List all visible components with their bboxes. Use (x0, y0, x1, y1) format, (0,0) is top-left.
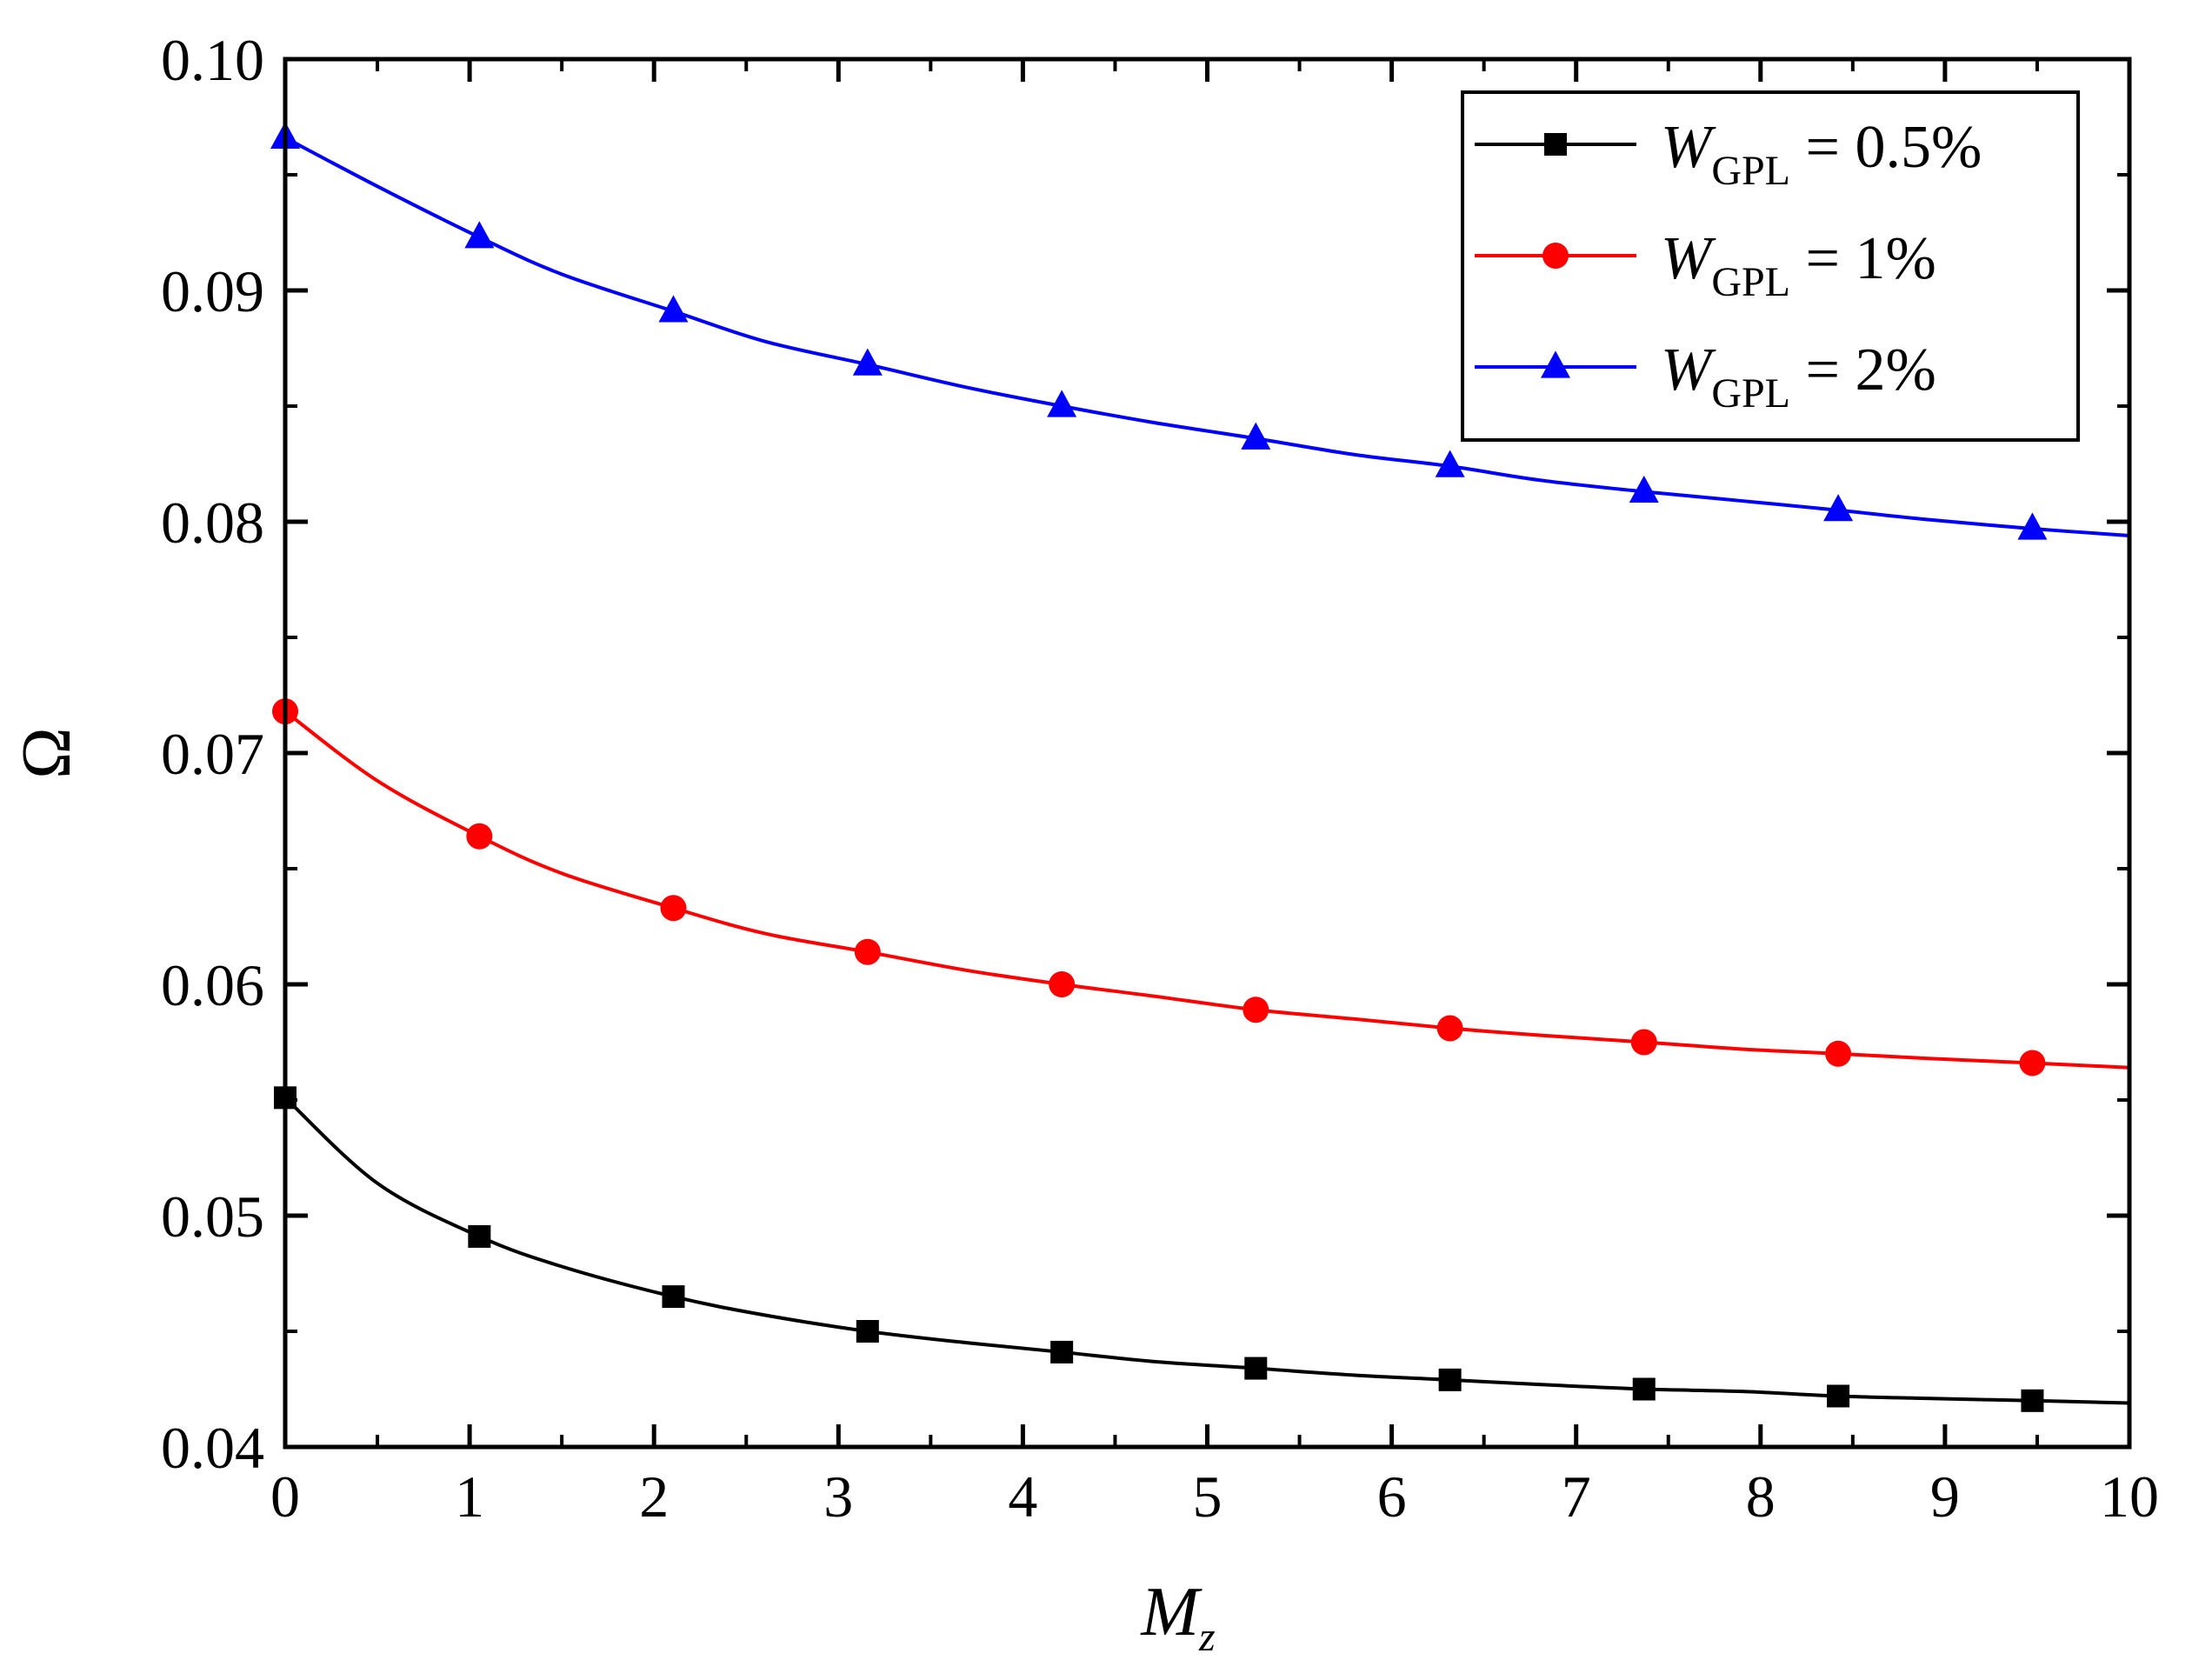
x-tick-label: 7 (1562, 1463, 1591, 1530)
legend-label: WGPL = 1% (1661, 225, 1936, 305)
series-line (283, 1096, 2130, 1405)
x-tick-label: 3 (823, 1463, 853, 1530)
data-point (856, 1320, 879, 1343)
x-tick-label: 1 (455, 1463, 484, 1530)
x-tick-label: 9 (1930, 1463, 1960, 1530)
data-point (2021, 1389, 2044, 1412)
y-axis-title: Ω (9, 727, 85, 778)
legend-label-value: = 0.5% (1790, 114, 1982, 181)
data-point (464, 221, 495, 249)
y-tick-label: 0.05 (161, 1183, 264, 1250)
legend-marker (1541, 350, 1570, 378)
data-point (1827, 1384, 1850, 1408)
legend-label-main: W (1661, 225, 1716, 292)
x-tick-label: 4 (1008, 1463, 1037, 1530)
data-point (2017, 512, 2048, 540)
legend-label-value: = 1% (1790, 225, 1936, 292)
legend-label-sub: GPL (1711, 148, 1790, 194)
x-tick-label: 5 (1193, 1463, 1223, 1530)
legend-label: WGPL = 2% (1661, 337, 1936, 417)
data-point (2019, 1050, 2046, 1077)
data-point (852, 348, 883, 376)
y-tick-label: 0.10 (161, 27, 264, 93)
data-point (660, 895, 687, 922)
labels-layer: 0 1 2 3 4 5 6 7 8 9 10 0.04 0.05 0.06 0.07 0.08 0.09 0.10 (161, 27, 2159, 1530)
data-point (1438, 1368, 1462, 1391)
legend-label: WGPL = 0.5% (1661, 114, 1982, 194)
data-point (1049, 971, 1076, 997)
legend-label-sub: GPL (1711, 370, 1790, 417)
y-tick-label: 0.04 (161, 1415, 264, 1481)
data-point (1435, 450, 1465, 477)
y-tick-label: 0.09 (161, 258, 264, 324)
data-point (1436, 1015, 1463, 1042)
data-point (466, 823, 493, 850)
x-tick-label: 2 (639, 1463, 669, 1530)
data-point (658, 295, 689, 323)
data-point (1241, 422, 1271, 450)
y-tick-label: 0.07 (161, 721, 264, 787)
series-line (284, 136, 2130, 537)
data-point (1244, 1357, 1268, 1380)
x-tick-label: 6 (1377, 1463, 1407, 1530)
series-layer (270, 121, 2130, 1412)
x-axis-title: Mz (1140, 1574, 1216, 1660)
legend-label-main: W (1661, 114, 1716, 181)
series-line (283, 710, 2130, 1070)
data-point (1630, 1029, 1657, 1056)
y-tick-label: 0.06 (161, 952, 264, 1018)
legend-marker (1544, 133, 1567, 156)
series-1 (274, 1086, 2130, 1412)
legend-label-sub: GPL (1711, 259, 1790, 305)
legend: WGPL = 0.5%WGPL = 1%WGPL = 2% (1461, 90, 2080, 442)
legend-label-main: W (1661, 337, 1716, 403)
x-tick-label: 8 (1746, 1463, 1776, 1530)
data-point (468, 1224, 491, 1248)
x-tick-label: 0 (270, 1463, 300, 1530)
series-2 (272, 698, 2130, 1077)
data-point (1825, 1040, 1852, 1067)
data-point (1047, 390, 1077, 417)
x-tick-label: 10 (2100, 1463, 2159, 1530)
data-point (1050, 1340, 1074, 1363)
series-3 (270, 121, 2130, 540)
legend-label-value: = 2% (1790, 337, 1936, 403)
y-tick-label: 0.08 (161, 490, 264, 556)
data-point (1632, 1377, 1656, 1401)
data-point (1823, 494, 1854, 522)
data-point (854, 938, 881, 965)
data-point (1243, 997, 1269, 1023)
legend-marker (1542, 243, 1569, 269)
ticks-layer (283, 57, 2132, 1450)
data-point (1629, 475, 1659, 503)
data-point (662, 1285, 685, 1309)
